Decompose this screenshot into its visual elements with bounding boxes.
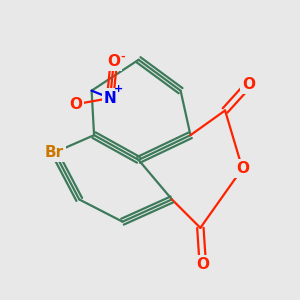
Text: O: O [107, 53, 120, 68]
Text: Br: Br [45, 145, 64, 160]
Text: O: O [236, 161, 249, 176]
Text: O: O [242, 77, 255, 92]
Text: N: N [104, 91, 116, 106]
Text: -: - [121, 51, 125, 62]
Text: O: O [196, 257, 209, 272]
Text: O: O [69, 97, 82, 112]
Text: +: + [114, 84, 123, 94]
